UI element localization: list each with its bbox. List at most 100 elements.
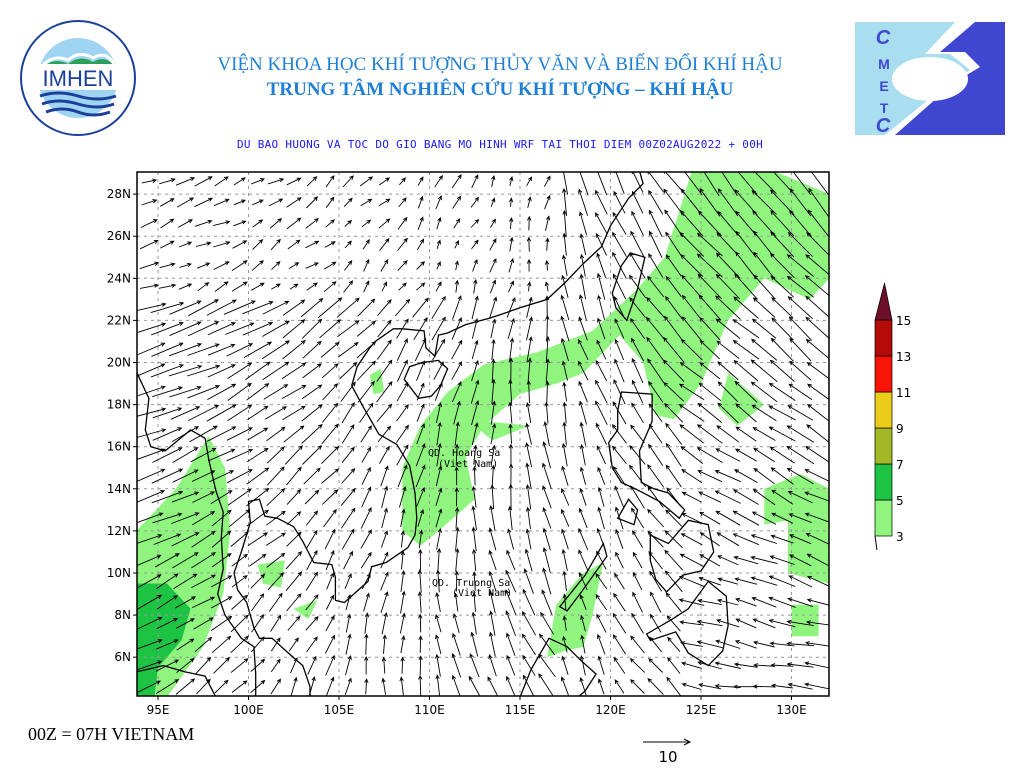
wind-arrow	[525, 442, 533, 468]
wind-arrow	[595, 422, 608, 445]
wind-arrow	[526, 336, 533, 363]
wind-arrow	[631, 357, 644, 384]
wind-arrow	[562, 232, 567, 256]
wind-arrow	[266, 426, 286, 442]
wind-arrow	[716, 340, 740, 359]
wind-arrow	[647, 508, 665, 528]
wind-arrow	[665, 254, 682, 277]
wind-arrow	[524, 548, 533, 572]
wind-arrow	[267, 178, 285, 185]
wind-arrow	[526, 258, 532, 272]
wind-arrow	[345, 655, 352, 676]
wind-arrow	[732, 533, 760, 546]
wind-arrow	[397, 237, 408, 251]
wind-arrow	[491, 464, 496, 487]
wind-arrow	[214, 679, 229, 694]
wind-arrow	[804, 641, 829, 647]
wind-arrow	[595, 572, 608, 590]
wind-arrow	[250, 658, 266, 673]
wind-arrow	[750, 534, 778, 544]
wind-arrow	[597, 678, 605, 695]
wind-arrow	[380, 551, 389, 569]
wind-arrow	[468, 675, 481, 696]
wind-arrow	[596, 613, 607, 633]
wind-arrow	[542, 441, 552, 469]
wind-arrow	[545, 380, 550, 403]
wind-arrow	[192, 491, 216, 503]
wind-arrow	[488, 654, 497, 677]
wind-arrow	[245, 361, 271, 381]
wind-arrow	[289, 283, 299, 290]
wind-arrow	[230, 531, 249, 547]
wind-arrow	[632, 591, 643, 613]
wind-arrow	[751, 318, 777, 339]
wind-arrow	[341, 528, 355, 550]
wind-arrow	[473, 278, 478, 294]
wind-arrow	[286, 511, 302, 526]
wind-arrow	[436, 216, 442, 230]
wind-arrow	[325, 196, 335, 208]
wind-arrow	[506, 297, 516, 318]
wind-arrow	[325, 549, 335, 571]
wind-arrow	[399, 177, 406, 186]
wind-arrow	[630, 230, 645, 258]
wind-arrow	[597, 317, 606, 340]
wind-arrow	[321, 489, 339, 505]
wind-arrow	[252, 238, 264, 250]
wind-arrow	[751, 596, 777, 608]
wind-arrow	[579, 253, 586, 277]
wind-arrow	[489, 505, 496, 531]
wind-arrow	[579, 233, 587, 256]
wind-arrow	[452, 632, 461, 656]
wind-arrow	[666, 487, 682, 507]
wind-arrow	[681, 316, 702, 342]
timezone-note: 00Z = 07H VIETNAM	[28, 724, 195, 744]
wind-arrow	[665, 231, 683, 258]
wind-arrow	[786, 445, 815, 465]
wind-arrow	[753, 447, 775, 463]
wind-arrow	[270, 614, 282, 632]
wind-arrow	[399, 612, 406, 634]
wind-arrow	[611, 423, 627, 444]
wind-arrow	[360, 506, 372, 529]
wind-arrow	[416, 382, 425, 401]
wind-arrow	[242, 321, 274, 336]
wind-arrow	[416, 360, 426, 381]
wind-arrow	[648, 209, 663, 237]
wind-speed-shading	[137, 172, 829, 696]
wind-arrow	[252, 199, 264, 206]
wind-arrow	[153, 533, 182, 545]
wind-arrow	[324, 261, 337, 270]
wind-arrow	[175, 177, 196, 186]
wind-arrow	[614, 679, 625, 694]
wind-arrow	[560, 294, 570, 321]
wind-arrow	[579, 273, 587, 300]
wind-arrow	[206, 299, 237, 316]
wind-arrow	[233, 220, 247, 227]
wind-arrow	[578, 527, 589, 551]
wind-arrow	[213, 220, 231, 227]
colorbar-label: 13	[896, 350, 911, 364]
wind-arrow	[321, 363, 339, 379]
wind-arrow	[435, 487, 443, 507]
wind-arrow	[262, 300, 290, 315]
wind-arrow	[343, 280, 354, 293]
wind-arrow	[284, 445, 304, 465]
wind-arrow	[768, 405, 796, 421]
wind-arrow	[596, 272, 606, 300]
wind-arrow	[508, 280, 514, 293]
wind-arrow	[507, 317, 515, 340]
wind-arrow	[716, 532, 740, 547]
wind-arrow	[647, 358, 665, 383]
wind-arrow	[471, 422, 479, 446]
wind-arrow	[698, 576, 721, 586]
wind-arrow	[286, 217, 302, 230]
truong-sa-label: QD. Truong Sa	[432, 578, 510, 589]
wind-arrow	[612, 612, 627, 634]
wind-arrow	[306, 529, 318, 549]
wind-arrow	[678, 404, 705, 422]
wind-arrow	[226, 427, 253, 441]
wind-arrow	[265, 532, 286, 546]
wind-arrow	[613, 656, 626, 674]
wind-arrow	[433, 361, 444, 381]
